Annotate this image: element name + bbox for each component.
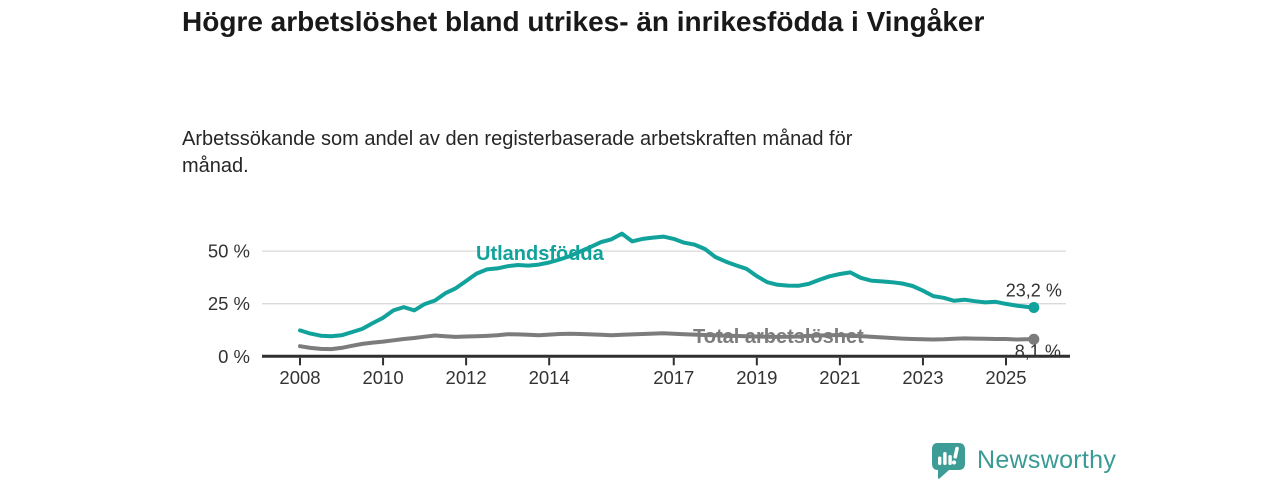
series-end-dot-1 bbox=[1028, 333, 1040, 345]
chart-title: Högre arbetslöshet bland utrikes- än inr… bbox=[182, 6, 985, 37]
series-label-utlandsfodda: Utlandsfödda bbox=[476, 243, 605, 265]
x-tick-label: 2012 bbox=[446, 367, 487, 388]
y-tick-label: 50 % bbox=[208, 241, 250, 262]
x-tick-label: 2019 bbox=[736, 367, 777, 388]
x-tick-label: 2023 bbox=[902, 367, 943, 388]
series-line-1 bbox=[298, 331, 1036, 352]
y-tick-label: 25 % bbox=[208, 293, 250, 314]
newsworthy-logo: Newsworthy bbox=[928, 440, 1116, 480]
newsworthy-logo-icon bbox=[932, 443, 965, 479]
chart-subtitle: Arbetssökande som andel av den registerb… bbox=[182, 128, 853, 177]
x-tick-label: 2008 bbox=[279, 367, 320, 388]
newsworthy-logo-text: Newsworthy bbox=[977, 445, 1117, 474]
end-value-label-utlandsfodda: 23,2 % bbox=[1006, 280, 1062, 300]
x-tick-label: 2021 bbox=[819, 367, 860, 388]
x-tick-label: 2014 bbox=[529, 367, 570, 388]
series-line-0 bbox=[298, 231, 1036, 339]
end-value-label-total: 8,1 % bbox=[1015, 341, 1061, 361]
series-end-dot-0 bbox=[1028, 301, 1040, 313]
series-label-total: Total arbetslöshet bbox=[693, 326, 864, 348]
x-tick-label: 2025 bbox=[985, 367, 1026, 388]
x-tick-label: 2010 bbox=[362, 367, 403, 388]
x-tick-label: 2017 bbox=[653, 367, 694, 388]
y-tick-label: 0 % bbox=[218, 346, 250, 367]
